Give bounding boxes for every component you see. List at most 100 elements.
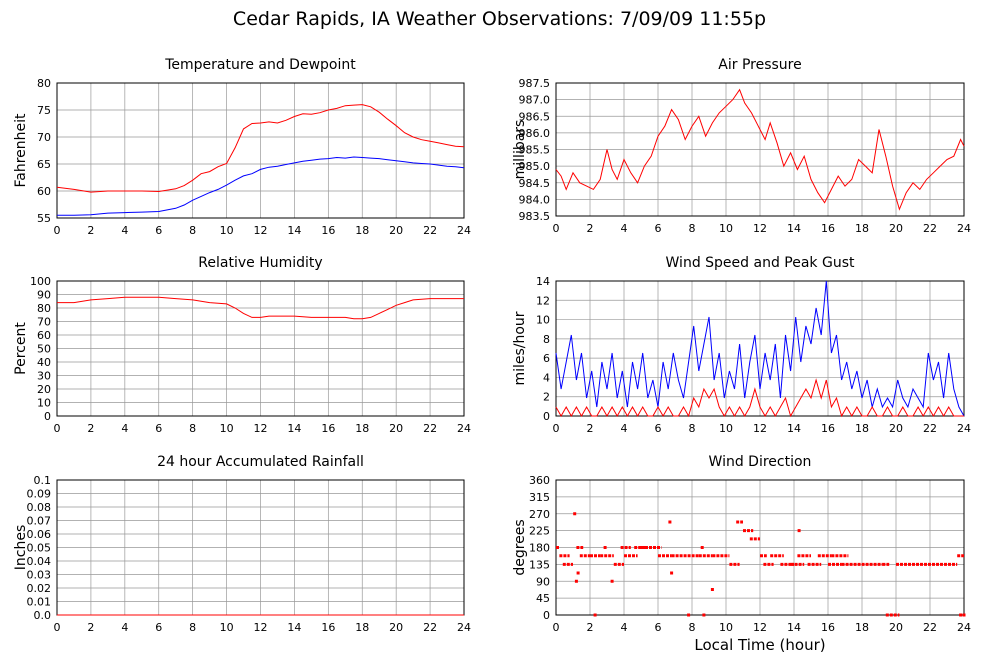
x-tick-label: 22 bbox=[923, 222, 937, 235]
direction-point bbox=[962, 613, 966, 617]
x-tick-label: 8 bbox=[189, 621, 196, 634]
plot-frame bbox=[555, 82, 965, 217]
x-tick-label: 6 bbox=[155, 621, 162, 634]
x-tick-label: 4 bbox=[121, 224, 128, 237]
x-tick-label: 12 bbox=[254, 422, 268, 435]
x-tick-label: 24 bbox=[957, 422, 971, 435]
x-tick-label: 18 bbox=[355, 422, 369, 435]
y-axis-label: Inches bbox=[13, 525, 29, 570]
chart-title: Temperature and Dewpoint bbox=[164, 57, 356, 73]
x-tick-label: 16 bbox=[821, 621, 835, 634]
x-tick-label: 20 bbox=[389, 621, 403, 634]
x-tick-label: 20 bbox=[889, 222, 903, 235]
y-tick-label: 10 bbox=[536, 314, 550, 327]
y-tick-label: 80 bbox=[37, 302, 51, 315]
y-tick-label: 0.1 bbox=[34, 474, 52, 487]
x-tick-label: 14 bbox=[787, 222, 801, 235]
x-tick-label: 12 bbox=[753, 222, 767, 235]
chart-title: Wind Direction bbox=[709, 454, 812, 470]
x-tick-label: 20 bbox=[889, 422, 903, 435]
x-tick-label: 16 bbox=[821, 422, 835, 435]
y-tick-label: 60 bbox=[37, 329, 51, 342]
plot-frame bbox=[56, 82, 465, 219]
direction-point bbox=[576, 571, 580, 575]
y-tick-label: 70 bbox=[37, 131, 51, 144]
y-axis-label: miles/hour bbox=[512, 311, 528, 385]
x-tick-label: 2 bbox=[87, 224, 94, 237]
direction-point bbox=[700, 546, 704, 549]
chart-title: Air Pressure bbox=[718, 57, 801, 73]
x-tick-label: 4 bbox=[121, 621, 128, 634]
y-tick-label: 60 bbox=[37, 185, 51, 198]
series-line-0 bbox=[555, 88, 965, 211]
y-tick-label: 0.08 bbox=[27, 501, 52, 514]
x-tick-label: 14 bbox=[287, 224, 301, 237]
y-tick-label: 8 bbox=[543, 333, 550, 346]
x-tick-label: 8 bbox=[689, 621, 696, 634]
x-tick-label: 16 bbox=[821, 222, 835, 235]
x-tick-label: 12 bbox=[254, 621, 268, 634]
y-tick-label: 135 bbox=[529, 558, 550, 571]
x-tick-label: 24 bbox=[957, 222, 971, 235]
x-tick-label: 0 bbox=[54, 621, 61, 634]
plot-frame bbox=[56, 280, 465, 417]
direction-point bbox=[610, 579, 614, 583]
y-tick-label: 0.06 bbox=[27, 528, 52, 541]
x-tick-label: 6 bbox=[655, 422, 662, 435]
x-tick-label: 10 bbox=[220, 621, 234, 634]
y-tick-label: 985.0 bbox=[519, 160, 551, 173]
direction-point bbox=[573, 512, 577, 516]
y-tick-label: 55 bbox=[37, 212, 51, 225]
x-tick-label: 14 bbox=[787, 422, 801, 435]
y-tick-label: 80 bbox=[37, 77, 51, 90]
y-tick-label: 20 bbox=[37, 383, 51, 396]
y-tick-label: 0 bbox=[543, 609, 550, 622]
y-tick-label: 987.5 bbox=[519, 77, 551, 90]
series-line-1 bbox=[555, 378, 964, 418]
x-tick-label: 16 bbox=[321, 422, 335, 435]
x-tick-label: 8 bbox=[189, 422, 196, 435]
plot-frame bbox=[555, 280, 965, 417]
x-tick-label: 22 bbox=[923, 621, 937, 634]
y-tick-label: 983.5 bbox=[519, 210, 551, 223]
y-tick-label: 0.05 bbox=[27, 542, 52, 555]
x-tick-label: 6 bbox=[655, 222, 662, 235]
direction-point bbox=[710, 588, 714, 591]
x-tick-label: 20 bbox=[389, 422, 403, 435]
x-tick-label: 8 bbox=[689, 422, 696, 435]
y-tick-label: 12 bbox=[536, 294, 550, 307]
y-tick-label: 4 bbox=[543, 371, 550, 384]
direction-point bbox=[687, 613, 691, 617]
x-tick-label: 6 bbox=[155, 422, 162, 435]
y-axis-label: Fahrenheit bbox=[13, 113, 29, 188]
x-tick-label: 2 bbox=[587, 621, 594, 634]
x-tick-label: 10 bbox=[719, 222, 733, 235]
x-tick-label: 24 bbox=[457, 621, 471, 634]
y-tick-label: 75 bbox=[37, 104, 51, 117]
y-tick-label: 987.0 bbox=[519, 94, 551, 107]
y-tick-label: 2 bbox=[543, 391, 550, 404]
x-tick-label: 10 bbox=[719, 621, 733, 634]
x-tick-label: 12 bbox=[753, 621, 767, 634]
direction-point bbox=[668, 520, 672, 524]
direction-point bbox=[959, 613, 963, 617]
y-tick-label: 180 bbox=[529, 542, 550, 555]
y-tick-label: 986.0 bbox=[519, 127, 551, 140]
direction-point bbox=[797, 529, 801, 533]
y-tick-label: 70 bbox=[37, 316, 51, 329]
x-tick-label: 18 bbox=[355, 621, 369, 634]
y-tick-label: 270 bbox=[529, 508, 550, 521]
x-tick-label: 14 bbox=[787, 621, 801, 634]
x-tick-label: 20 bbox=[389, 224, 403, 237]
x-tick-label: 16 bbox=[321, 224, 335, 237]
y-tick-label: 6 bbox=[543, 352, 550, 365]
y-tick-label: 0.02 bbox=[27, 582, 52, 595]
chart-title: Wind Speed and Peak Gust bbox=[666, 255, 855, 271]
series-line-1 bbox=[57, 156, 465, 216]
direction-point bbox=[593, 613, 597, 617]
x-tick-label: 22 bbox=[423, 422, 437, 435]
